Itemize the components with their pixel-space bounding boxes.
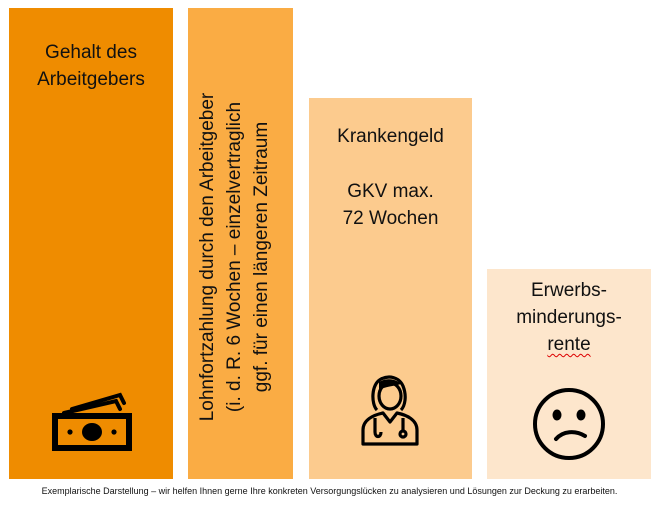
label-line: minderungs- — [516, 307, 622, 328]
label-line: (i. d. R. 6 Wochen – einzelvertraglich — [224, 101, 245, 413]
bar-sickness-benefit-title: Krankengeld — [337, 126, 444, 147]
footnote: Exemplarische Darstellung – wir helfen I… — [41, 486, 618, 496]
bar-continued-pay: Lohnfortzahlung durch den Arbeitgeber (i… — [188, 8, 293, 479]
bar-disability-pension-label: Erwerbs- minderungs- rente — [487, 277, 651, 358]
label-line: rente — [547, 334, 591, 355]
label-line: 72 Wochen — [342, 208, 439, 229]
bar-sickness-benefit: Krankengeld GKV max. 72 Wochen — [309, 98, 472, 479]
label-line: Lohnfortzahlung durch den Arbeitgeber — [197, 92, 218, 422]
label-line: Erwerbs- — [530, 280, 607, 301]
label-line: ggf. für einen längeren Zeitraum — [251, 121, 272, 393]
doctor-icon — [361, 375, 419, 446]
bar-employer-salary-label: Gehalt des Arbeitgebers — [9, 39, 173, 93]
sad-face-icon — [533, 388, 605, 460]
bar-employer-salary: Gehalt des Arbeitgebers — [9, 8, 173, 479]
label-line: GKV max. — [347, 181, 434, 202]
label-line: Arbeitgebers — [37, 69, 145, 90]
bar-continued-pay-label: Lohnfortzahlung durch den Arbeitgeber (i… — [194, 67, 275, 447]
bar-sickness-benefit-detail: GKV max. 72 Wochen — [309, 178, 472, 232]
label-line: Gehalt des — [45, 42, 137, 63]
money-icon — [52, 392, 132, 451]
bar-disability-pension: Erwerbs- minderungs- rente — [487, 269, 651, 479]
